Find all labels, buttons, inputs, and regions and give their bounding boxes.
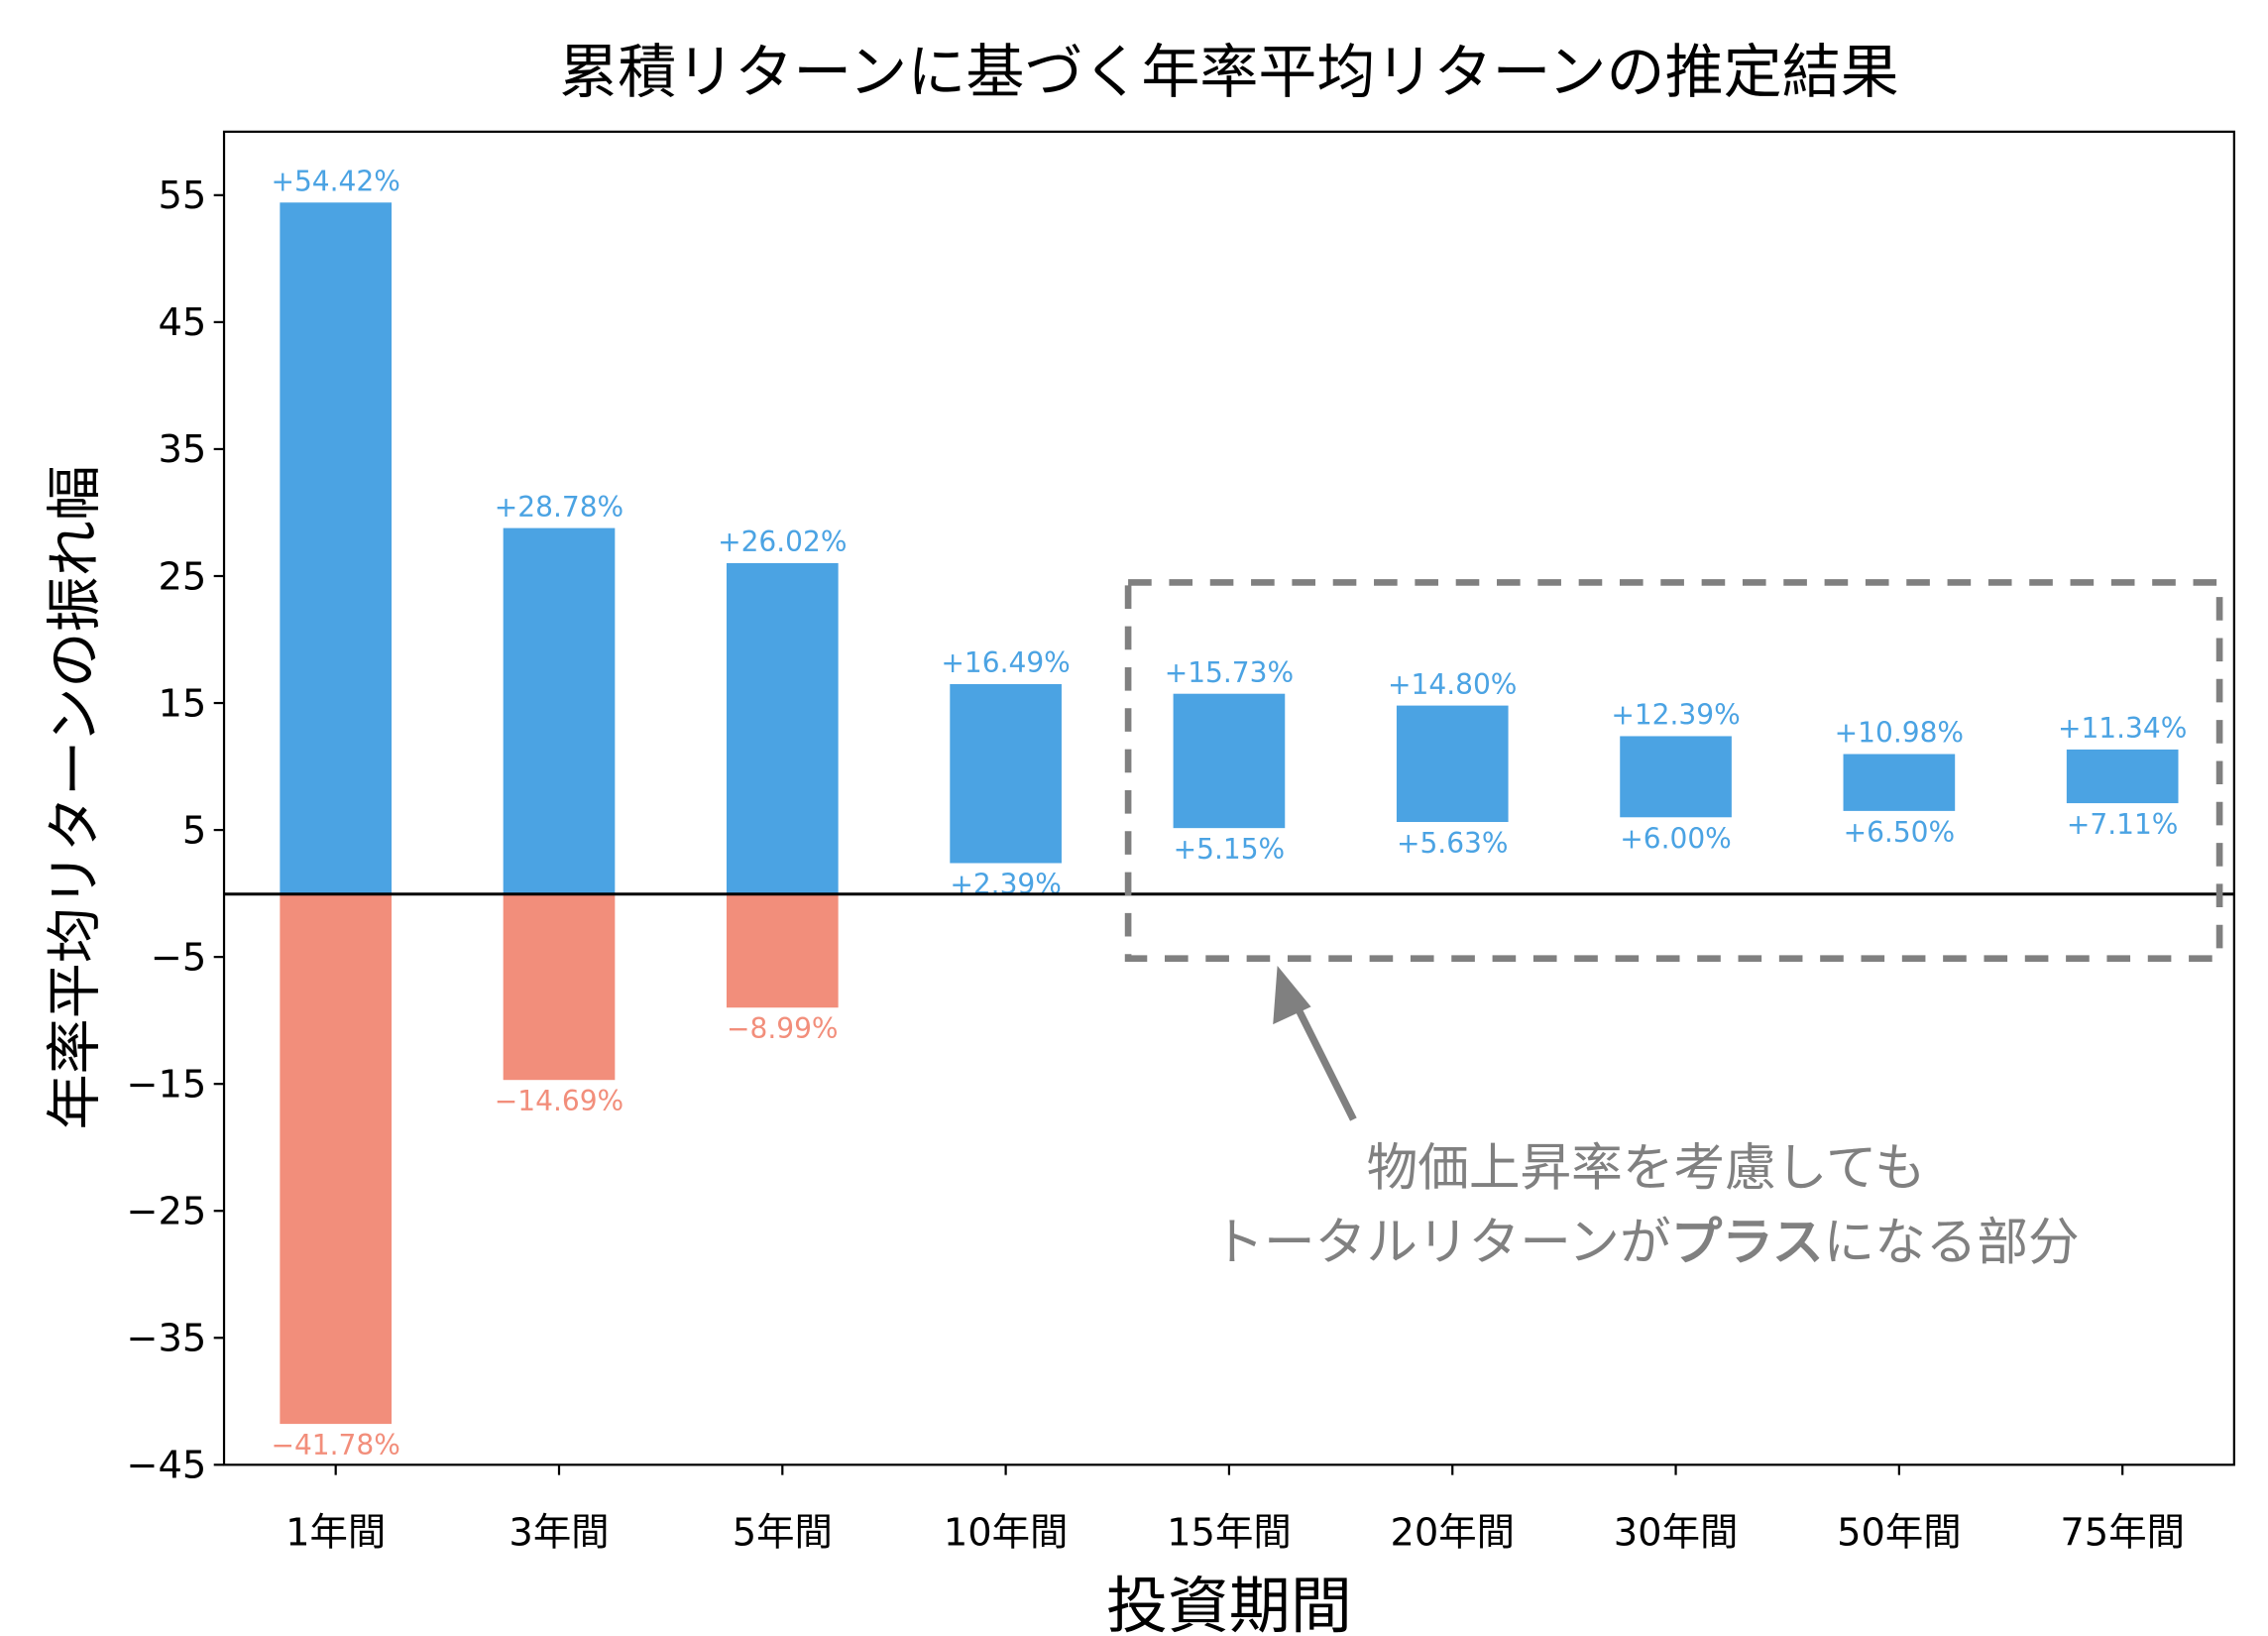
y-tick-label: −35 <box>126 1317 206 1361</box>
x-tick-label: 50年間 <box>1837 1510 1962 1555</box>
highlight-box <box>1124 579 2223 963</box>
bar-positive <box>2066 749 2179 804</box>
x-tick-label: 5年間 <box>733 1510 833 1555</box>
value-label-max: +16.49% <box>941 646 1070 679</box>
value-label-min: −41.78% <box>271 1429 399 1461</box>
value-label-max: +14.80% <box>1388 668 1517 701</box>
x-tick-label: 3年間 <box>509 1510 609 1555</box>
annotation-line2: トータルリターンがプラスになる部分 <box>1212 1214 2079 1273</box>
bar-positive <box>1620 736 1732 818</box>
y-tick-label: −25 <box>126 1190 206 1234</box>
annotation-line1: 物価上昇率を考慮しても <box>1367 1138 1926 1198</box>
y-tick-label: 35 <box>158 427 206 472</box>
y-tick-label: −5 <box>151 935 207 980</box>
bar-positive <box>1396 705 1509 823</box>
value-label-max: +28.78% <box>495 491 624 524</box>
y-tick-label: 5 <box>182 808 206 853</box>
y-tick-label: 45 <box>158 300 206 345</box>
annotation-line2-bold: プラス <box>1671 1214 1824 1273</box>
value-label-min: +6.00% <box>1620 822 1732 855</box>
value-label-max: +10.98% <box>1835 717 1964 750</box>
x-tick-label: 20年間 <box>1390 1510 1515 1555</box>
value-label-min: +2.39% <box>950 869 1062 901</box>
annotation-line2-after: になる部分 <box>1823 1214 2079 1273</box>
bar-negative <box>280 893 393 1425</box>
value-label-max: +54.42% <box>271 165 399 197</box>
bar-positive <box>1173 693 1286 829</box>
x-tick-label: 75年間 <box>2060 1510 2185 1555</box>
value-label-min: +5.15% <box>1174 833 1286 866</box>
bar-positive <box>503 527 616 894</box>
bar-positive <box>950 683 1062 864</box>
value-label-min: −14.69% <box>495 1085 624 1117</box>
y-tick-label: 25 <box>158 554 206 599</box>
value-label-max: +15.73% <box>1165 656 1294 689</box>
bar-negative <box>503 893 616 1081</box>
x-tick-label: 30年間 <box>1614 1510 1739 1555</box>
value-label-max: +12.39% <box>1611 699 1740 732</box>
x-tick-label: 1年間 <box>285 1510 386 1555</box>
value-label-min: +6.50% <box>1844 816 1956 849</box>
x-tick-label: 15年間 <box>1167 1510 1292 1555</box>
annotation-line2-before: トータルリターンが <box>1212 1214 1670 1273</box>
value-label-min: −8.99% <box>727 1012 839 1045</box>
bar-positive <box>726 562 839 894</box>
bar-positive <box>280 202 393 894</box>
x-tick-label: 10年間 <box>944 1510 1069 1555</box>
value-label-max: +26.02% <box>718 526 847 558</box>
y-tick-label: 55 <box>158 174 206 218</box>
x-axis-label: 投資期間 <box>1106 1570 1352 1636</box>
arrow-head-icon <box>1273 966 1311 1025</box>
y-tick-label: −45 <box>126 1444 206 1488</box>
y-tick-label: −15 <box>126 1062 206 1107</box>
y-tick-label: 15 <box>158 681 206 726</box>
value-label-max: +11.34% <box>2058 712 2187 745</box>
bar-negative <box>726 893 839 1008</box>
chart-title: 累積リターンに基づく年率平均リターンの推定結果 <box>559 38 1898 106</box>
bar-positive <box>1843 754 1956 811</box>
axes-frame <box>222 130 2235 1466</box>
value-label-min: +5.63% <box>1397 827 1509 860</box>
y-axis-label: 年率平均リターンの振れ幅 <box>44 465 108 1129</box>
value-label-min: +7.11% <box>2067 808 2179 841</box>
